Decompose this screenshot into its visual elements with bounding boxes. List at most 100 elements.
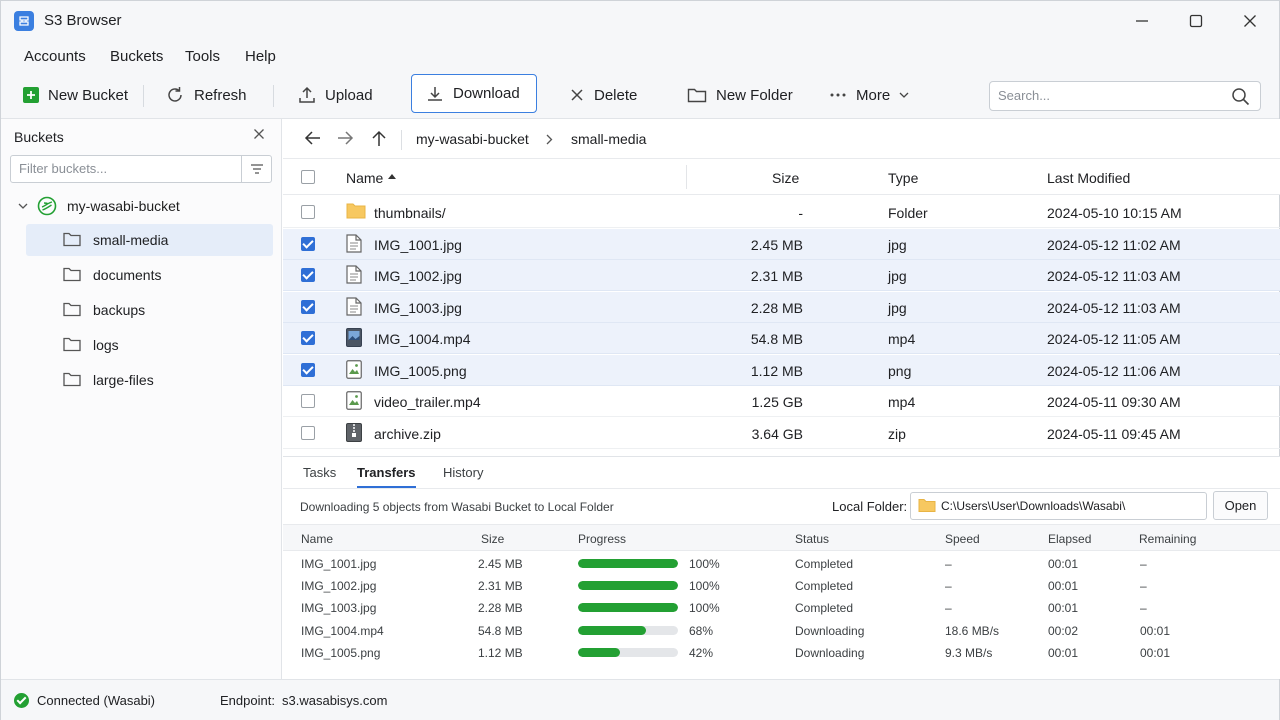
row-checkbox[interactable]	[301, 362, 315, 377]
open-folder-button[interactable]: Open	[1213, 491, 1268, 520]
delete-button[interactable]: Delete	[559, 76, 647, 114]
column-type[interactable]: Type	[888, 170, 919, 186]
transfer-size: 54.8 MB	[478, 623, 523, 638]
file-list: Name Size Type Last Modified thumbnails/…	[283, 159, 1280, 449]
progress-fill	[578, 647, 620, 657]
transfer-row[interactable]: IMG_1003.jpg 2.28 MB 100% Completed – 00:01 –	[283, 597, 1280, 619]
transfer-row[interactable]: IMG_1001.jpg 2.45 MB 100% Completed – 00:01 –	[283, 553, 1280, 575]
tree-folder-large-files[interactable]: large-files	[26, 364, 273, 396]
file-name: IMG_1005.png	[374, 362, 467, 379]
file-row[interactable]: thumbnails/ - Folder 2024-05-10 10:15 AM	[283, 197, 1280, 228]
menu-help[interactable]: Help	[245, 48, 276, 65]
plus-icon	[23, 87, 39, 103]
close-icon[interactable]	[253, 128, 265, 140]
column-name: Name	[301, 532, 334, 546]
file-size: 2.45 MB	[750, 236, 803, 253]
file-row[interactable]: IMG_1002.jpg 2.31 MB jpg 2024-05-12 11:03 A…	[283, 260, 1280, 291]
new-bucket-button[interactable]: New Bucket	[13, 76, 138, 114]
file-row[interactable]: IMG_1001.jpg 2.45 MB jpg 2024-05-12 11:02 A…	[283, 228, 1280, 260]
connected-check-icon	[14, 693, 29, 708]
filter-icon	[250, 164, 263, 174]
path-separator	[401, 130, 402, 150]
search-input[interactable]	[998, 88, 1218, 103]
more-button[interactable]: More	[819, 76, 919, 114]
file-row[interactable]: IMG_1004.mp4 54.8 MB mp4 2024-05-12 11:05 A…	[283, 323, 1280, 354]
minimize-button[interactable]	[1129, 9, 1155, 33]
refresh-button[interactable]: Refresh	[155, 76, 257, 114]
folder-label: logs	[93, 337, 119, 353]
transfer-status: Completed	[795, 579, 854, 594]
file-type: jpg	[888, 236, 907, 253]
menu-accounts[interactable]: Accounts	[24, 48, 86, 65]
transfer-speed: –	[945, 557, 952, 571]
back-arrow-icon[interactable]	[304, 130, 322, 146]
local-folder-field[interactable]: C:\Users\User\Downloads\Wasabi\	[910, 492, 1207, 520]
new-folder-button[interactable]: New Folder	[677, 76, 803, 114]
download-button[interactable]: Download	[411, 74, 537, 113]
menu-buckets[interactable]: Buckets	[110, 48, 164, 65]
endpoint-label: Endpoint:	[220, 693, 275, 708]
file-row[interactable]: IMG_1003.jpg 2.28 MB jpg 2024-05-12 11:03 A…	[283, 291, 1280, 323]
file-row[interactable]: IMG_1005.png 1.12 MB png 2024-05-12 11:06 A…	[283, 354, 1280, 386]
folder-label: backups	[93, 302, 146, 318]
row-checkbox[interactable]	[301, 268, 315, 282]
transfer-status: Completed	[795, 601, 854, 616]
file-type: mp4	[888, 394, 916, 410]
tree-folder-documents[interactable]: documents	[26, 259, 273, 291]
refresh-icon	[168, 87, 182, 102]
transfer-speed: –	[945, 579, 952, 594]
file-row[interactable]: archive.zip 3.64 GB zip 2024-05-11 09:45 AM	[283, 418, 1280, 449]
up-arrow-icon[interactable]	[371, 130, 387, 147]
filter-buckets-input[interactable]	[19, 161, 229, 176]
tab-history[interactable]: History	[443, 465, 484, 480]
row-checkbox[interactable]	[301, 236, 315, 251]
column-name[interactable]: Name	[346, 170, 384, 186]
folder-icon	[63, 302, 81, 317]
tree-bucket-root[interactable]: my-wasabi-bucket	[1, 193, 282, 221]
row-checkbox[interactable]	[301, 205, 315, 219]
progress-bar	[578, 581, 678, 591]
tab-transfers[interactable]: Transfers	[357, 465, 416, 488]
transfer-status: Downloading	[795, 623, 865, 638]
title-bar: S3 Browser	[1, 1, 1279, 41]
tree-folder-small-media[interactable]: small-media	[26, 224, 273, 256]
menu-tools[interactable]: Tools	[185, 48, 221, 65]
search-icon[interactable]	[1231, 87, 1250, 106]
row-checkbox[interactable]	[301, 331, 315, 345]
progress-bar	[578, 603, 678, 613]
column-last-modified[interactable]: Last Modified	[1047, 170, 1131, 186]
file-size: 1.12 MB	[750, 362, 803, 379]
file-type: Folder	[888, 205, 928, 221]
file-type: png	[888, 362, 912, 379]
filter-options-button[interactable]	[241, 156, 271, 182]
delete-x-icon	[571, 89, 583, 101]
chevron-right-icon	[546, 134, 553, 145]
row-checkbox[interactable]	[301, 425, 315, 440]
maximize-button[interactable]	[1183, 9, 1209, 33]
select-all-checkbox[interactable]	[301, 170, 315, 184]
transfer-row[interactable]: IMG_1005.png 1.12 MB 42% Downloading 9.3 MB/…	[283, 642, 1280, 664]
file-row[interactable]: video_trailer.mp4 1.25 GB mp4 2024-05-11 09…	[283, 386, 1280, 417]
transfer-elapsed: 00:01	[1048, 557, 1079, 571]
upload-button[interactable]: Upload	[288, 76, 383, 114]
row-checkbox[interactable]	[301, 299, 315, 314]
close-window-button[interactable]	[1237, 9, 1263, 33]
breadcrumb-folder[interactable]: small-media	[571, 131, 647, 147]
transfer-row[interactable]: IMG_1004.mp4 54.8 MB 68% Downloading 18.6 MB…	[283, 620, 1280, 642]
connection-status: Connected (Wasabi)	[37, 693, 156, 708]
breadcrumb-bucket[interactable]: my-wasabi-bucket	[416, 131, 529, 147]
row-checkbox[interactable]	[301, 394, 315, 408]
transfer-name: IMG_1003.jpg	[301, 601, 377, 616]
chevron-down-icon[interactable]	[18, 203, 28, 210]
forward-arrow-icon[interactable]	[336, 130, 354, 146]
transfer-row[interactable]: IMG_1002.jpg 2.31 MB 100% Completed – 00:01 –	[283, 575, 1280, 597]
folder-icon	[63, 337, 81, 352]
tab-tasks[interactable]: Tasks	[303, 465, 337, 480]
transfer-status: Completed	[795, 557, 854, 571]
column-size[interactable]: Size	[772, 170, 800, 186]
file-type: mp4	[888, 331, 916, 347]
folder-icon	[63, 267, 81, 282]
tree-folder-backups[interactable]: backups	[26, 294, 273, 326]
path-bar: my-wasabi-bucket small-media	[283, 119, 1280, 159]
tree-folder-logs[interactable]: logs	[26, 329, 273, 361]
